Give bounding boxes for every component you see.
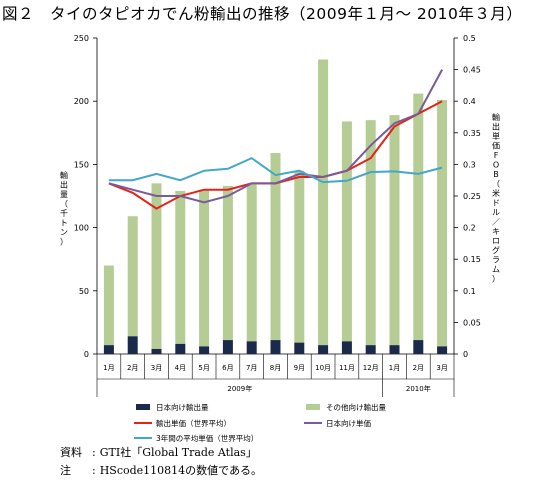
bar-other bbox=[103, 265, 114, 346]
bar-japan bbox=[294, 342, 305, 354]
bar-japan bbox=[341, 341, 352, 354]
x-tick-label: 7月 bbox=[246, 364, 257, 372]
bar-other bbox=[437, 99, 448, 347]
figure-title: 図２ タイのタピオカでん粉輸出の推移（2009年１月～ 2010年３月） bbox=[2, 2, 522, 24]
bar-other bbox=[270, 153, 281, 341]
right-tick-label: 0.35 bbox=[463, 129, 481, 138]
footnote: 注: HScode110814の数値である。 bbox=[60, 464, 263, 477]
x-tick-label: 1月 bbox=[103, 364, 114, 372]
left-tick-label: 50 bbox=[79, 287, 89, 296]
legend-label: 3年間の平均単価（世界平均） bbox=[156, 433, 258, 443]
left-axis-title: 輸出量（千トン） bbox=[60, 170, 68, 247]
bar-japan bbox=[246, 341, 257, 354]
x-tick-label: 3月 bbox=[151, 364, 162, 372]
bar-other bbox=[151, 183, 162, 349]
x-tick-label: 5月 bbox=[198, 364, 209, 372]
left-tick-label: 200 bbox=[74, 97, 89, 106]
x-tick-label: 4月 bbox=[175, 364, 186, 372]
x-tick-label: 2月 bbox=[127, 364, 138, 372]
legend-swatch bbox=[136, 404, 150, 410]
right-tick-label: 0.2 bbox=[463, 224, 476, 233]
x-tick-label: 11月 bbox=[339, 364, 355, 372]
right-axis-title: 輸出単価 F O B （米ドル／キログラム） bbox=[492, 112, 500, 284]
x-tick-label: 9月 bbox=[294, 364, 305, 372]
right-tick-label: 0.05 bbox=[463, 318, 481, 327]
right-tick-label: 0 bbox=[463, 350, 468, 359]
figure-title-text: タイのタピオカでん粉輸出の推移（2009年１月～ 2010年３月） bbox=[50, 5, 523, 23]
bar-other bbox=[199, 189, 210, 347]
year-label: 2010年 bbox=[406, 384, 431, 393]
bar-other bbox=[175, 190, 186, 344]
legend-label: 日本向け輸出量 bbox=[156, 402, 209, 412]
right-tick-label: 0.5 bbox=[463, 34, 476, 43]
source-note-label: 資料 bbox=[60, 446, 82, 459]
footnote-label: 注 bbox=[60, 464, 71, 477]
bar-japan bbox=[413, 340, 424, 354]
bar-japan bbox=[437, 346, 448, 354]
bar-japan bbox=[199, 346, 210, 354]
legend-label: 輸出単価（世界平均） bbox=[156, 418, 231, 428]
bar-other bbox=[294, 170, 305, 343]
bar-other bbox=[389, 115, 400, 346]
legend-label: その他向け輸出量 bbox=[326, 402, 386, 412]
bar-other bbox=[127, 216, 138, 337]
right-tick-label: 0.45 bbox=[463, 66, 481, 75]
bar-japan bbox=[175, 343, 186, 354]
x-tick-label: 10月 bbox=[315, 364, 331, 372]
x-tick-label: 1月 bbox=[389, 364, 400, 372]
bar-other bbox=[318, 59, 329, 346]
x-tick-label: 2月 bbox=[413, 364, 424, 372]
bar-other bbox=[246, 184, 257, 342]
bar-japan bbox=[389, 345, 400, 354]
left-tick-label: 250 bbox=[74, 34, 89, 43]
bar-other bbox=[365, 120, 376, 346]
x-tick-label: 8月 bbox=[270, 364, 281, 372]
bar-japan bbox=[127, 336, 138, 354]
bar-japan bbox=[222, 340, 233, 354]
left-tick-label: 0 bbox=[84, 350, 89, 359]
series-line bbox=[108, 69, 443, 204]
source-note-text: GTI社「Global Trade Atlas」 bbox=[99, 446, 257, 459]
footnote-text: HScode110814の数値である。 bbox=[99, 464, 263, 477]
year-label: 2009年 bbox=[227, 384, 252, 393]
bar-japan bbox=[270, 340, 281, 354]
left-tick-label: 100 bbox=[74, 224, 89, 233]
x-tick-label: 12月 bbox=[363, 364, 379, 372]
series-line bbox=[108, 156, 443, 184]
legend-swatch bbox=[306, 404, 320, 410]
bar-japan bbox=[103, 345, 114, 354]
figure-number: 図２ bbox=[2, 5, 35, 23]
source-note: 資料: GTI社「Global Trade Atlas」 bbox=[60, 446, 257, 459]
right-tick-label: 0.1 bbox=[463, 287, 476, 296]
right-tick-label: 0.15 bbox=[463, 255, 481, 264]
bar-japan bbox=[318, 345, 329, 354]
x-tick-label: 6月 bbox=[222, 364, 233, 372]
right-tick-label: 0.3 bbox=[463, 160, 476, 169]
bar-other bbox=[222, 185, 233, 341]
bar-other bbox=[341, 121, 352, 342]
right-tick-label: 0.25 bbox=[463, 192, 481, 201]
legend-label: 日本向け単価 bbox=[326, 418, 371, 428]
bar-japan bbox=[365, 345, 376, 354]
bar-japan bbox=[151, 348, 162, 354]
left-tick-label: 150 bbox=[74, 160, 89, 169]
right-tick-label: 0.4 bbox=[463, 97, 476, 106]
bar-other bbox=[413, 93, 424, 341]
x-tick-label: 3月 bbox=[436, 364, 447, 372]
